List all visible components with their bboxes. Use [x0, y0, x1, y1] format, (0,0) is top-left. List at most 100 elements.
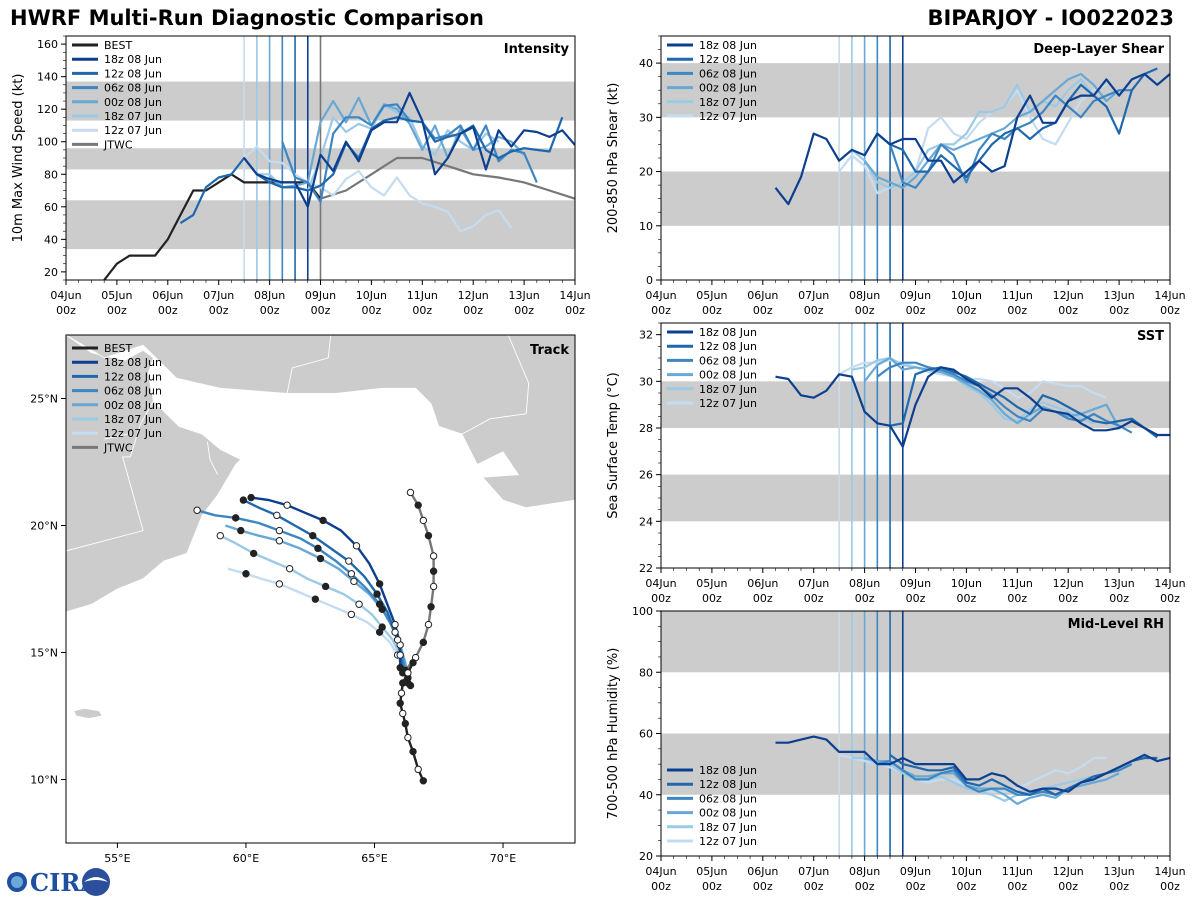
sst-xtick-sublabel: 00z [957, 592, 977, 605]
shear-xtick-label: 07Jun [798, 289, 829, 302]
country-border-4 [206, 441, 219, 475]
intensity-ylabel: 10m Max Wind Speed (kt) [11, 74, 26, 243]
shear-series-12z-07-Jun [838, 83, 1107, 195]
track-marker-BEST [419, 777, 428, 785]
shear-series-06z-08-Jun [876, 89, 1132, 189]
shear-xtick-sublabel: 00z [1160, 304, 1180, 317]
sst-xtick-sublabel: 00z [804, 592, 824, 605]
sst-ytick-label: 30 [639, 375, 653, 388]
rh-xtick-label: 09Jun [900, 865, 931, 878]
track-marker-JTWC [429, 552, 438, 560]
sst-xtick-sublabel: 00z [651, 592, 671, 605]
intensity-xtick-sublabel: 00z [514, 304, 534, 317]
sst-series-12z-08-Jun [889, 366, 1158, 439]
intensity-xtick-label: 14Jun [559, 289, 590, 302]
intensity-ytick-label: 120 [37, 103, 58, 116]
track-marker-12z-08-Jun [373, 590, 381, 598]
sst-xtick-label: 14Jun [1154, 577, 1185, 590]
track-marker-18z-08-Jun [352, 542, 361, 550]
intensity-ytick-label: 100 [37, 136, 58, 149]
intensity-ytick-label: 160 [37, 38, 58, 51]
track-marker-BEST [397, 689, 406, 697]
sst-legend-label: 12z 08 Jun [699, 340, 757, 353]
intensity-xtick-sublabel: 00z [565, 304, 585, 317]
intensity-series-JTWC [320, 156, 575, 200]
shear-xtick-label: 10Jun [951, 289, 982, 302]
track-xtick-label: 55°E [104, 852, 130, 865]
sst-ytick-label: 28 [639, 422, 653, 435]
track-ytick-label: 10°N [30, 774, 58, 787]
rh-series-18z-08-Jun [775, 735, 1170, 793]
sst-xtick-label: 04Jun [645, 577, 676, 590]
intensity-xtick-sublabel: 00z [463, 304, 483, 317]
intensity-xtick-label: 08Jun [254, 289, 285, 302]
intensity-xtick-sublabel: 00z [209, 304, 229, 317]
intensity-legend-label: BEST [104, 39, 132, 52]
track-marker-BEST [414, 765, 422, 774]
rh-band-1 [661, 611, 1170, 673]
sst-series-18z-08-Jun [775, 366, 1170, 448]
intensity-legend-label: 12z 08 Jun [104, 67, 162, 80]
intensity-xtick-label: 04Jun [50, 289, 81, 302]
shear-ytick-label: 40 [639, 57, 653, 70]
shear-xtick-sublabel: 00z [651, 304, 671, 317]
track-marker-18z-07-Jun [396, 651, 404, 659]
shear-legend-label: 12z 08 Jun [699, 53, 757, 66]
sst-xtick-sublabel: 00z [753, 592, 773, 605]
track-marker-00z-08-Jun [316, 554, 325, 563]
shear-xtick-sublabel: 00z [753, 304, 773, 317]
sst-xtick-sublabel: 00z [1160, 592, 1180, 605]
track-panel-title: Track [530, 343, 569, 358]
intensity-series-18z-08-Jun [243, 91, 575, 208]
rh-xtick-label: 06Jun [747, 865, 778, 878]
track-marker-18z-08-Jun [375, 580, 384, 588]
track-marker-18z-08-Jun [247, 493, 255, 502]
rh-xtick-sublabel: 00z [957, 880, 977, 893]
rh-xtick-label: 04Jun [645, 865, 676, 878]
shear-xtick-sublabel: 00z [702, 304, 722, 317]
rh-series-18z-07-Jun [851, 756, 1094, 803]
rh-legend-label: 06z 08 Jun [699, 792, 757, 805]
intensity-xtick-label: 11Jun [407, 289, 438, 302]
track-legend-label: 00z 08 Jun [104, 399, 162, 412]
sst-ytick-label: 26 [639, 469, 653, 482]
intensity-xtick-label: 12Jun [458, 289, 489, 302]
rh-legend-label: 18z 08 Jun [699, 764, 757, 777]
track-xtick-label: 60°E [233, 852, 259, 865]
sst-legend-label: 18z 07 Jun [699, 383, 757, 396]
intensity-xtick-sublabel: 00z [362, 304, 382, 317]
track-marker-JTWC [419, 638, 428, 647]
rh-legend-label: 12z 07 Jun [699, 835, 757, 848]
land-arabia [66, 335, 242, 613]
shear-xtick-label: 06Jun [747, 289, 778, 302]
track-plot-area [66, 335, 575, 843]
sst-xtick-label: 09Jun [900, 577, 931, 590]
sst-band-0 [661, 474, 1170, 522]
track-marker-12z-07-Jun [275, 580, 284, 588]
shear-plot-area [661, 36, 1170, 280]
track-marker-JTWC [427, 603, 435, 611]
sst-xtick-label: 08Jun [849, 577, 880, 590]
sst-xtick-label: 11Jun [1002, 577, 1033, 590]
sst-panel-title: SST [1137, 329, 1164, 344]
rh-legend-label: 18z 07 Jun [699, 821, 757, 834]
shear-panel-title: Deep-Layer Shear [1033, 42, 1164, 57]
intensity-legend-label: 18z 08 Jun [104, 53, 162, 66]
track-marker-18z-07-Jun [406, 681, 415, 690]
intensity-xtick-sublabel: 00z [260, 304, 280, 317]
intensity-xtick-label: 13Jun [509, 289, 540, 302]
noaa-badge-icon [82, 868, 110, 896]
track-marker-JTWC [419, 516, 428, 525]
country-border-5 [104, 433, 128, 440]
intensity-panel-title: Intensity [504, 42, 570, 57]
sst-series-06z-08-Jun [876, 361, 1133, 434]
track-marker-06z-08-Jun [314, 544, 322, 553]
sst-xtick-sublabel: 00z [855, 592, 875, 605]
rh-plot-area [661, 611, 1170, 856]
track-marker-18z-07-Jun [216, 531, 224, 540]
sst-xtick-label: 05Jun [696, 577, 727, 590]
shear-xtick-sublabel: 00z [1109, 304, 1129, 317]
